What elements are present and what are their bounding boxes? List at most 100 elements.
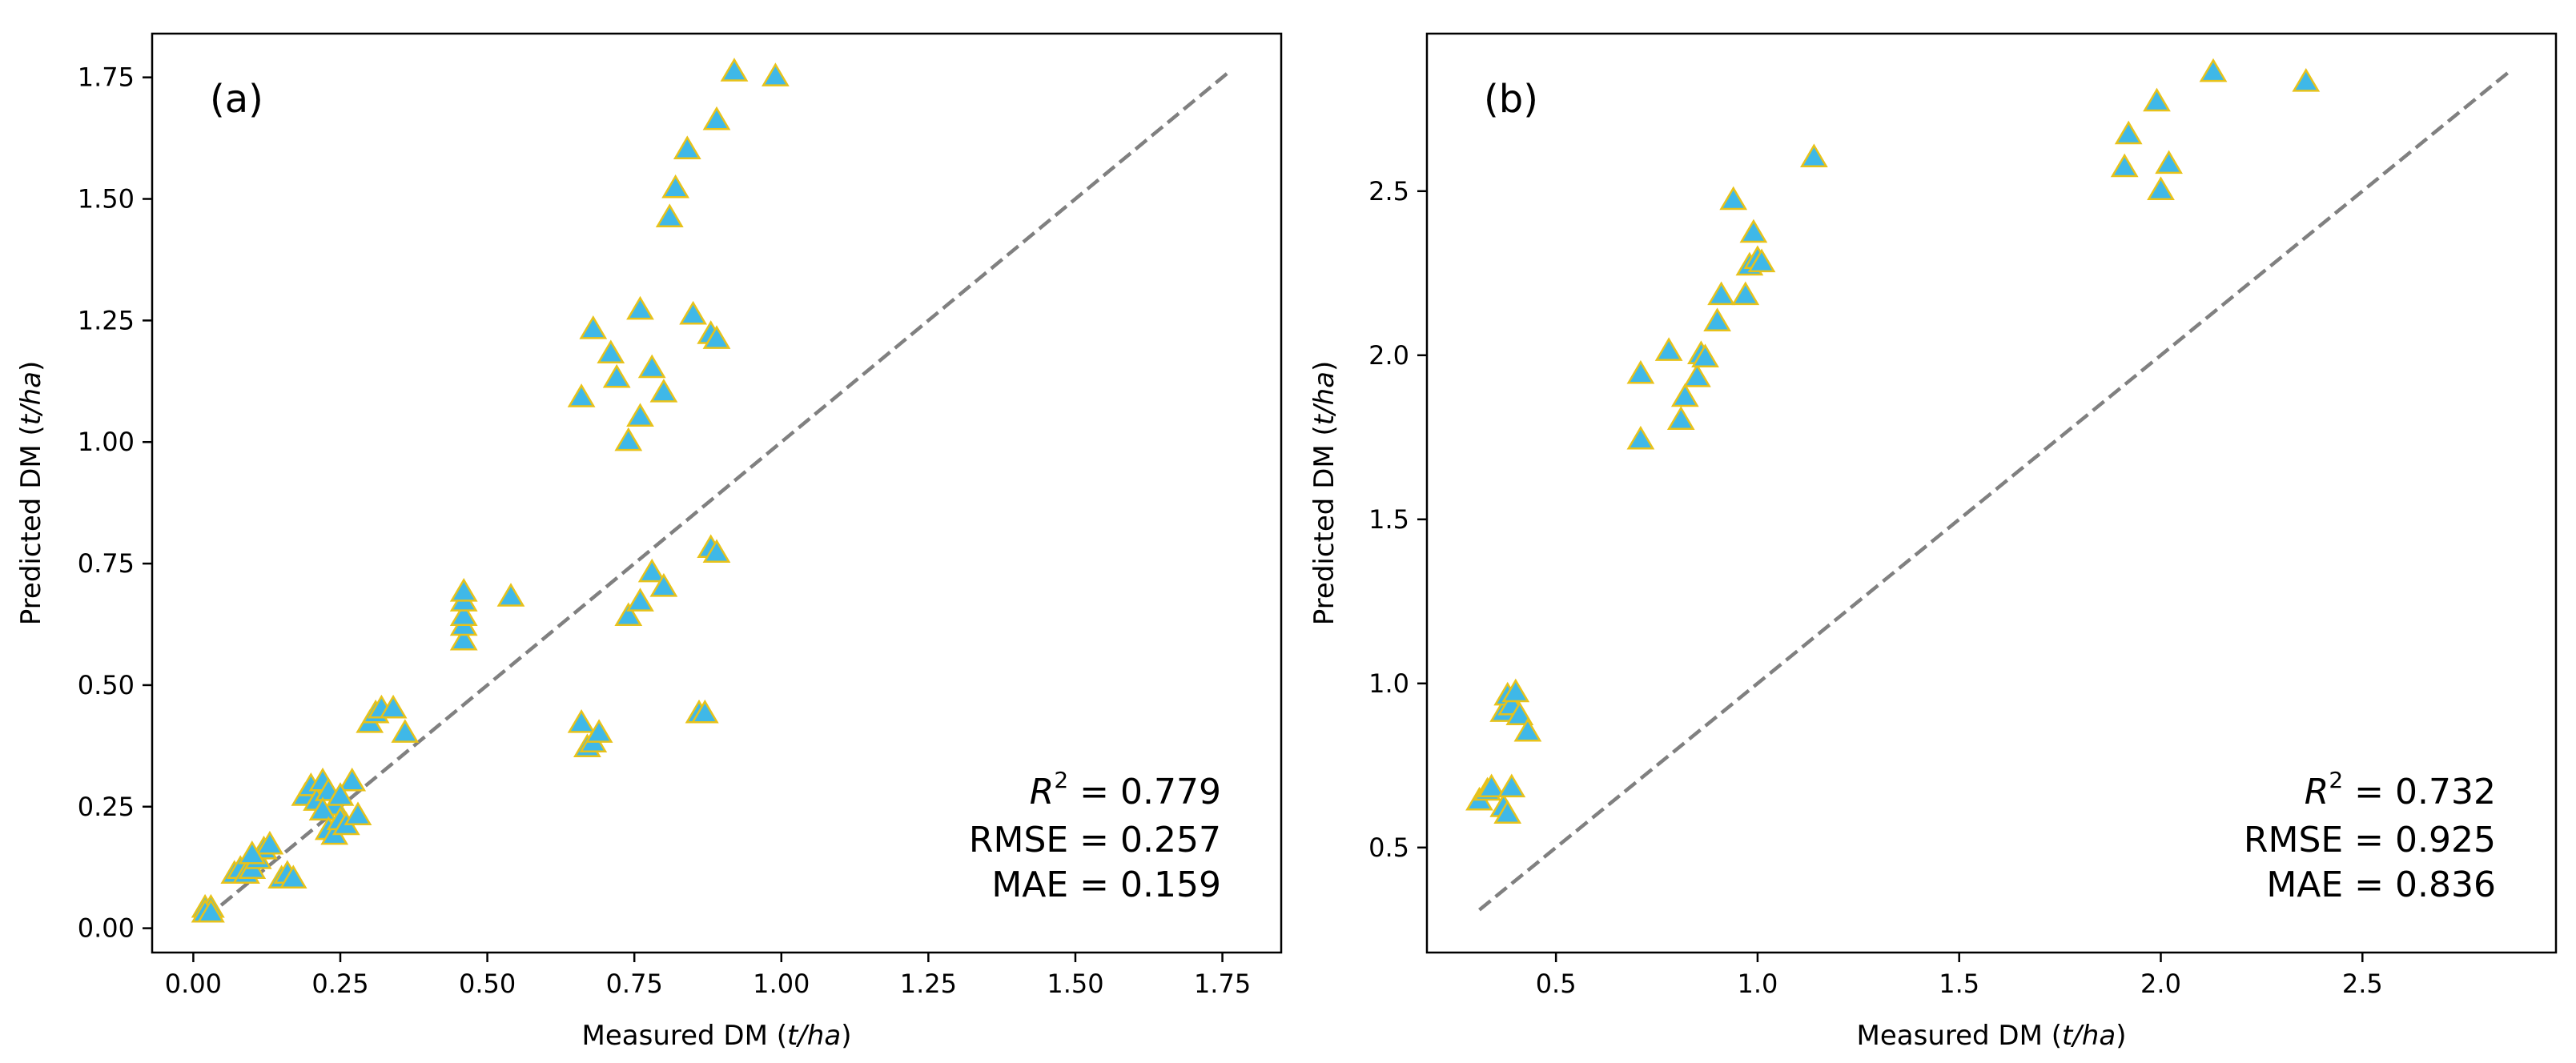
panel-a-axes-frame: [151, 32, 1283, 954]
x-tick-label: 1.50: [1047, 969, 1103, 999]
data-point: [449, 602, 478, 627]
data-point: [720, 58, 749, 82]
data-point: [1513, 717, 1542, 742]
data-point: [238, 840, 267, 864]
data-point: [567, 709, 596, 733]
data-point: [1497, 773, 1526, 798]
x-tick-label: 2.0: [2140, 969, 2181, 999]
panel-a-rmse-stat: RMSE = 0.257: [969, 820, 1221, 860]
identity-line: [203, 70, 1230, 921]
panel-a-identity-line: [203, 70, 1230, 921]
data-point: [197, 898, 225, 923]
data-point: [2114, 120, 2143, 145]
panel-b-r2-stat: R2 = 0.732: [2305, 767, 2496, 812]
panel-a-x-ticks: 0.00 0.25 0.50 0.75 1.00 1.25 1.50 1.75: [165, 953, 1251, 999]
panel-a-label: (a): [210, 77, 263, 122]
data-point: [637, 558, 666, 583]
data-point: [579, 315, 608, 339]
x-tick-label: 0.50: [459, 969, 516, 999]
data-point: [1739, 219, 1768, 243]
data-point: [614, 427, 643, 451]
y-tick-label: 1.75: [78, 62, 135, 93]
identity-line: [1478, 71, 2509, 912]
data-point: [344, 801, 372, 826]
y-tick-label: 1.25: [78, 305, 135, 335]
panel-b-label: (b): [1484, 77, 1538, 122]
data-point: [279, 864, 307, 889]
panel-a: 0.00 0.25 0.50 0.75 1.00 1.25 1.50 1.75 0.00 0.2…: [15, 32, 1283, 1052]
y-tick-label: 1.0: [1368, 668, 1409, 699]
y-tick-label: 1.5: [1368, 504, 1409, 535]
data-point: [1707, 281, 1735, 306]
y-tick-label: 0.75: [78, 548, 135, 579]
data-point: [626, 588, 654, 612]
data-point: [2143, 87, 2171, 112]
data-point: [1477, 773, 1505, 798]
data-point: [1703, 307, 1731, 331]
data-point: [702, 539, 731, 564]
x-tick-label: 1.25: [900, 969, 957, 999]
y-tick-label: 2.0: [1368, 340, 1409, 371]
data-point: [626, 403, 654, 427]
data-point: [614, 602, 643, 627]
x-tick-label: 0.25: [311, 969, 368, 999]
panel-b-x-axis-title: Measured DM (t/ha): [1857, 1020, 2127, 1052]
data-point: [255, 830, 284, 855]
data-point: [1683, 363, 1711, 387]
x-tick-label: 0.5: [1536, 969, 1577, 999]
panel-a-points: [191, 58, 790, 923]
data-point: [1626, 425, 1655, 450]
data-point: [1626, 359, 1655, 384]
data-point: [2110, 153, 2139, 178]
data-point: [449, 578, 478, 602]
data-point: [1691, 343, 1719, 368]
data-point: [702, 325, 731, 349]
y-tick-label: 1.00: [78, 427, 135, 457]
panel-a-y-axis-title: Predicted DM (t/ha): [15, 361, 47, 625]
x-tick-label: 1.0: [1737, 969, 1778, 999]
panel-b-x-ticks: 0.5 1.0 1.5 2.0 2.5: [1536, 953, 2383, 999]
panel-a-r2-stat: R2 = 0.779: [1030, 767, 1221, 812]
data-point: [1670, 383, 1699, 407]
data-point: [496, 583, 525, 607]
data-point: [649, 572, 678, 597]
panel-b-axes-frame: [1425, 32, 2558, 954]
data-point: [2292, 68, 2321, 92]
x-tick-label: 0.75: [606, 969, 663, 999]
data-point: [626, 295, 654, 320]
panel-a-y-ticks: 0.00 0.25 0.50 0.75 1.00 1.25 1.50 1.75: [78, 62, 152, 944]
y-tick-label: 2.5: [1368, 176, 1409, 207]
panel-a-x-axis-title: Measured DM (t/ha): [582, 1020, 852, 1052]
data-point: [690, 699, 719, 724]
data-point: [2147, 176, 2175, 200]
data-point: [1493, 800, 1522, 824]
panel-b-identity-line: [1478, 71, 2509, 912]
data-point: [702, 106, 731, 130]
data-point: [637, 354, 666, 379]
panel-b-rmse-stat: RMSE = 0.925: [2244, 820, 2496, 860]
panel-b-points: [1465, 58, 2321, 824]
y-tick-label: 1.50: [78, 184, 135, 215]
x-tick-label: 1.5: [1939, 969, 1979, 999]
data-point: [649, 379, 678, 403]
data-point: [308, 796, 337, 821]
x-tick-label: 2.5: [2342, 969, 2383, 999]
y-tick-label: 0.5: [1368, 832, 1409, 863]
data-point: [673, 135, 701, 159]
data-point: [602, 363, 631, 388]
x-tick-label: 0.00: [165, 969, 222, 999]
data-point: [1731, 281, 1760, 306]
data-point: [2155, 150, 2183, 174]
panel-b-mae-stat: MAE = 0.836: [2266, 864, 2496, 905]
data-point: [585, 719, 613, 743]
data-point: [1654, 337, 1683, 361]
data-point: [1800, 143, 1828, 167]
data-point: [1501, 678, 1530, 703]
data-point: [597, 339, 625, 364]
data-point: [1505, 701, 1534, 725]
data-point: [567, 383, 596, 407]
data-point: [391, 719, 420, 743]
data-point: [655, 203, 684, 227]
data-point: [762, 62, 790, 86]
